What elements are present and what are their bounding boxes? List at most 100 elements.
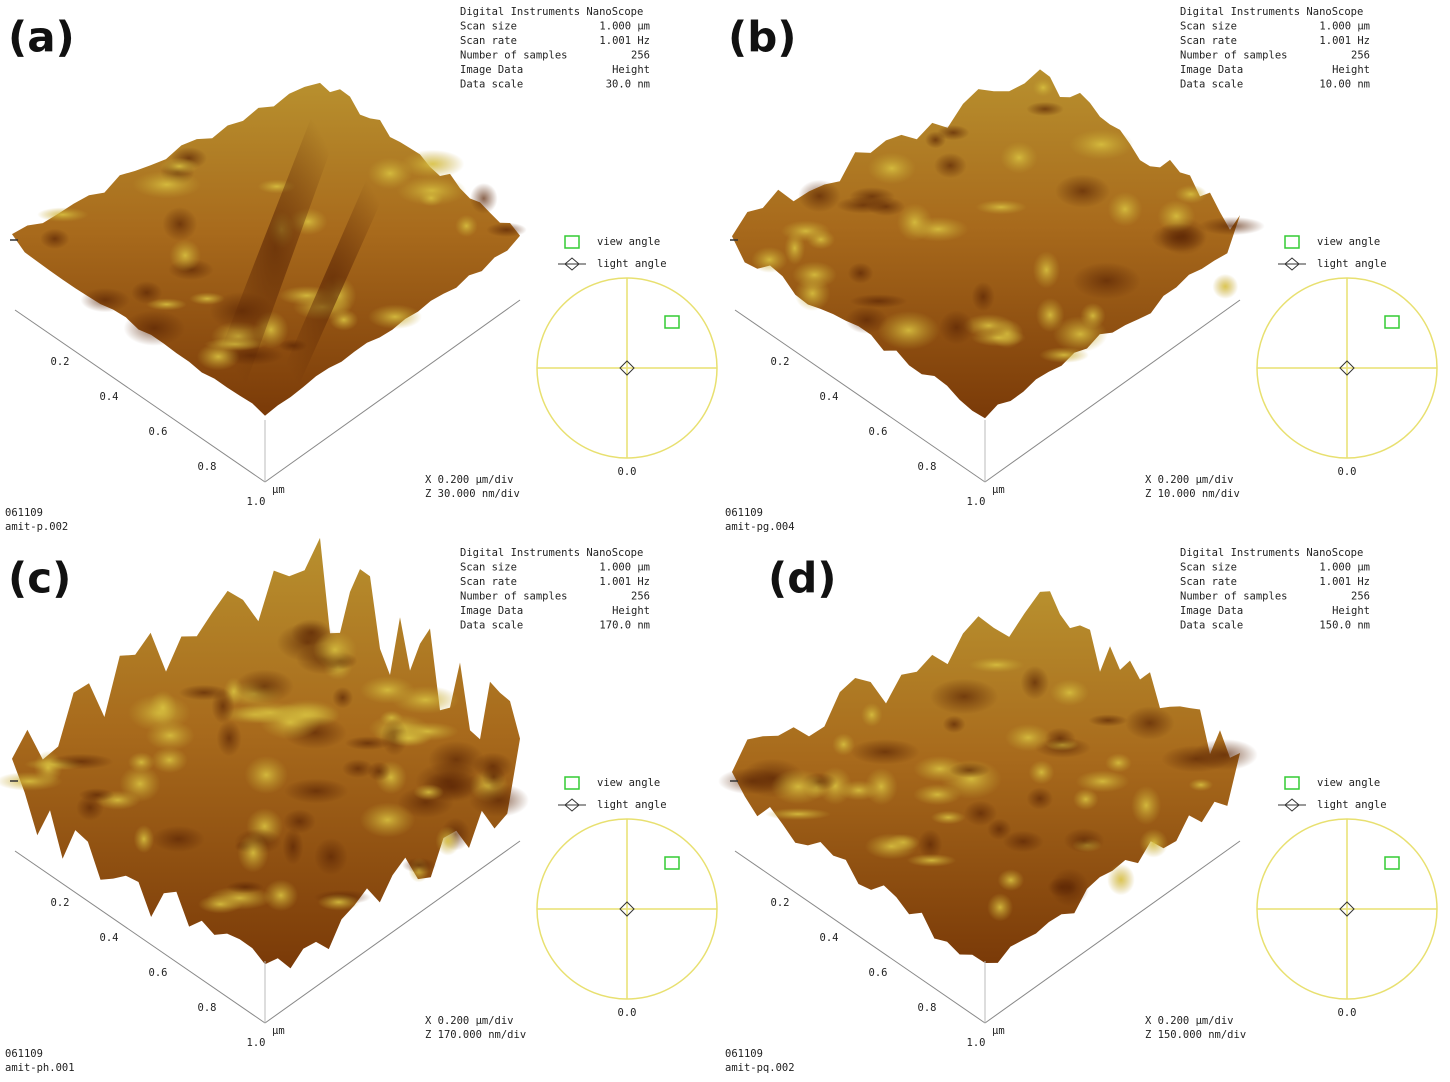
surface-feature [1188,778,1214,792]
scale-text: X 0.200 µm/div [1145,1015,1234,1027]
view-marker [664,856,680,870]
surface-feature [1072,788,1099,811]
surface-feature [359,802,416,838]
ridge [205,95,345,400]
panel: (d) Digital Instruments NanoScope Scan siz… [718,547,1438,1074]
info-key: Scan size [1180,562,1237,574]
surface-feature [1002,830,1044,853]
surface-feature [159,157,200,175]
info-value: Height [612,605,650,617]
info-value: 1.001 Hz [1319,35,1370,47]
footer-text: amit-p.002 [5,521,68,533]
surface-feature [80,287,130,313]
scale-text: X 0.200 µm/div [425,1015,514,1027]
surface-feature [1105,753,1132,773]
axis-tick-label: 0.8 [198,1002,217,1014]
ridge [270,160,395,405]
info-value: 1.000 µm [599,562,650,574]
surface-feature [770,768,826,805]
scale-text: X 0.200 µm/div [425,474,514,486]
surface-feature [469,183,498,214]
surface-feature [1174,184,1208,204]
surface-feature [413,784,445,801]
surface-feature [939,310,974,345]
view-label: view angle [597,236,660,248]
footer-text: amit-pq.002 [725,1062,795,1074]
surface-feature [123,310,186,346]
info-key: Data scale [460,620,523,632]
axis-tick-label: 0.4 [820,932,839,944]
surface-feature [794,275,831,312]
surface-feature [930,810,966,825]
surface-feature [937,124,970,141]
surface-feature [1072,262,1141,300]
surface-feature [283,778,349,804]
info-key: Image Data [460,64,523,76]
axis [14,850,266,1024]
surface-feature [1125,706,1175,740]
surface-feature [455,214,478,238]
surface-feature [1052,315,1108,353]
info-value: 170.0 nm [599,620,650,632]
surface-feature [368,304,422,330]
scale-text: Z 30.000 nm/div [425,488,520,500]
view-marker [1384,315,1400,329]
axis-unit: µm [272,484,285,496]
axis-tick-label: 0.8 [918,461,937,473]
surface-feature [260,704,321,740]
surface-feature [216,719,242,757]
surface-feature [359,676,415,704]
info-key: Scan size [460,562,517,574]
info-key: Data scale [1180,79,1243,91]
surface-feature [832,733,856,756]
surface-feature [342,759,374,779]
surface-feature [845,306,888,334]
surface-feature [1139,828,1169,858]
surface-feature [896,203,933,242]
view-label: view angle [597,777,660,789]
panel-label: (c) [8,554,71,603]
surface-feature [864,767,898,806]
surface-feature [226,880,264,894]
info-value: 150.0 nm [1319,620,1370,632]
info-value: 30.0 nm [606,79,650,91]
surface-feature [917,829,943,860]
info-value: 256 [631,591,650,603]
surface-feature [867,152,916,185]
light-icon [558,798,586,812]
axis-tick-label: 0.8 [198,461,217,473]
surface-feature [33,750,63,785]
surface-feature [49,753,114,770]
light-icon [1278,798,1306,812]
surface-feature [312,631,358,669]
surface-feature [162,206,198,242]
surface-feature [850,738,920,765]
surface-feature [386,729,432,747]
surface-feature [151,746,188,774]
surface-feature [849,294,908,309]
surface-feature [847,262,874,284]
panel: (a) Digital Instruments NanoScope Scan siz… [5,6,718,533]
surface-feature [906,853,957,867]
footer-text: 061109 [725,1048,763,1060]
axis [734,309,986,483]
info-value: Height [612,64,650,76]
info-key: Digital Instruments NanoScope [1180,547,1363,559]
info-key: Scan size [1180,21,1237,33]
scale-text: X 0.200 µm/div [1145,474,1234,486]
surface-feature [1212,273,1239,300]
info-value: Height [1332,605,1370,617]
circle-label: 0.0 [618,466,637,478]
surface-feature [877,311,940,350]
light-label: light angle [597,799,667,811]
view-marker [664,315,680,329]
surface-feature [419,189,444,207]
surface-feature [751,246,788,273]
circle-label: 0.0 [1338,466,1357,478]
surface-feature [132,170,202,199]
surface-feature [131,281,163,305]
axis-tick-label: 1.0 [967,1037,986,1049]
surface-feature [400,149,465,179]
surface-feature [971,281,995,312]
surface-feature [968,657,1025,673]
